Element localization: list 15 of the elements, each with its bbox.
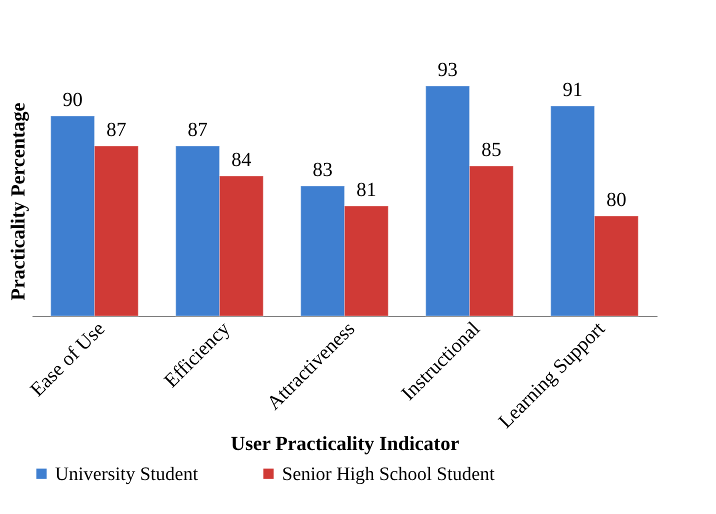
data-label: 87 [106,119,126,141]
data-label: 90 [62,89,83,111]
x-tick-label: Ease of Use [26,318,110,401]
data-label: 87 [188,119,208,141]
data-label: 85 [481,139,502,161]
data-label: 84 [231,149,252,171]
y-axis-title: Practicality Percentage [8,102,30,300]
data-label: 80 [606,189,626,211]
legend-label: University Student [55,464,199,485]
data-label: 81 [356,179,376,201]
x-axis-title: User Practicality Indicator [230,433,460,456]
legend-label: Senior High School Student [282,464,496,485]
data-label: 83 [312,159,333,181]
data-label: 93 [438,59,458,81]
data-label: 91 [562,79,583,101]
